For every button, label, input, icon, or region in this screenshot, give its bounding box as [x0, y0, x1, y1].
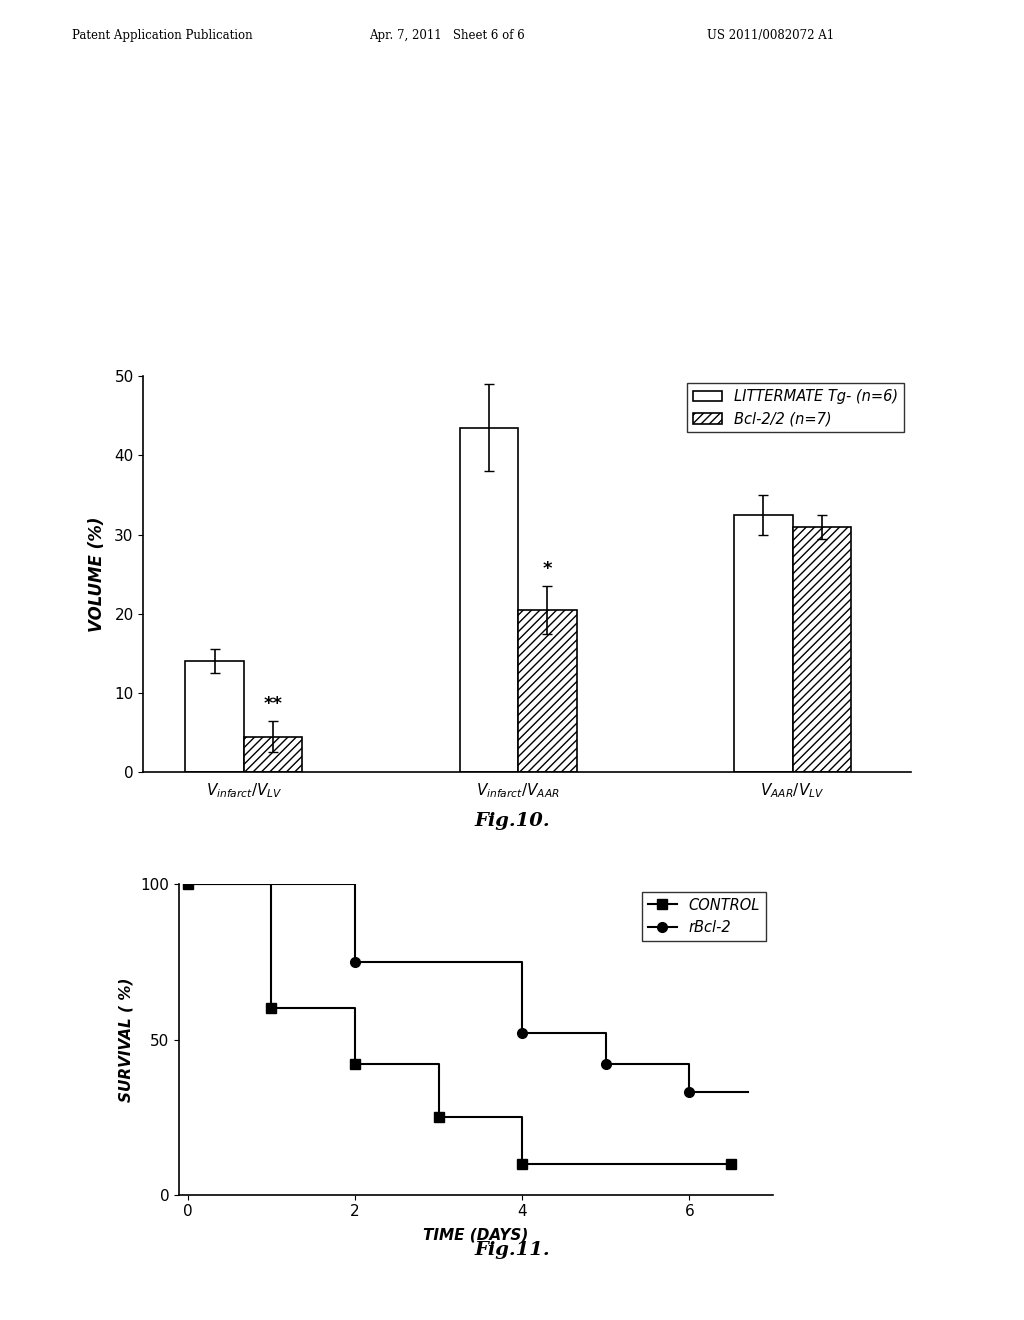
Bar [734, 515, 793, 772]
Text: $\mathit{V}_{AAR}/\mathit{V}_{LV}$: $\mathit{V}_{AAR}/\mathit{V}_{LV}$ [761, 781, 824, 800]
Bar [185, 661, 244, 772]
X-axis label: TIME (DAYS): TIME (DAYS) [424, 1228, 528, 1242]
Text: Patent Application Publication: Patent Application Publication [72, 29, 252, 42]
Text: $\mathit{V}_{infarct}/\mathit{V}_{AAR}$: $\mathit{V}_{infarct}/\mathit{V}_{AAR}$ [476, 781, 560, 800]
Y-axis label: VOLUME (%): VOLUME (%) [88, 516, 105, 632]
Text: *: * [543, 560, 552, 578]
Bar [518, 610, 577, 772]
Bar [793, 527, 851, 772]
Text: **: ** [264, 694, 283, 713]
Text: US 2011/0082072 A1: US 2011/0082072 A1 [707, 29, 834, 42]
Text: Fig.11.: Fig.11. [474, 1241, 550, 1259]
Text: $\mathit{V}_{infarct}/\mathit{V}_{LV}$: $\mathit{V}_{infarct}/\mathit{V}_{LV}$ [206, 781, 283, 800]
Legend: LITTERMATE Tg- (n=6), Bcl-2/2 (n=7): LITTERMATE Tg- (n=6), Bcl-2/2 (n=7) [687, 384, 904, 433]
Bar [244, 737, 302, 772]
Legend: CONTROL, rBcl-2: CONTROL, rBcl-2 [642, 892, 766, 941]
Text: Apr. 7, 2011   Sheet 6 of 6: Apr. 7, 2011 Sheet 6 of 6 [369, 29, 524, 42]
Bar [460, 428, 518, 772]
Y-axis label: SURVIVAL ( %): SURVIVAL ( %) [119, 977, 134, 1102]
Text: Fig.10.: Fig.10. [474, 812, 550, 830]
